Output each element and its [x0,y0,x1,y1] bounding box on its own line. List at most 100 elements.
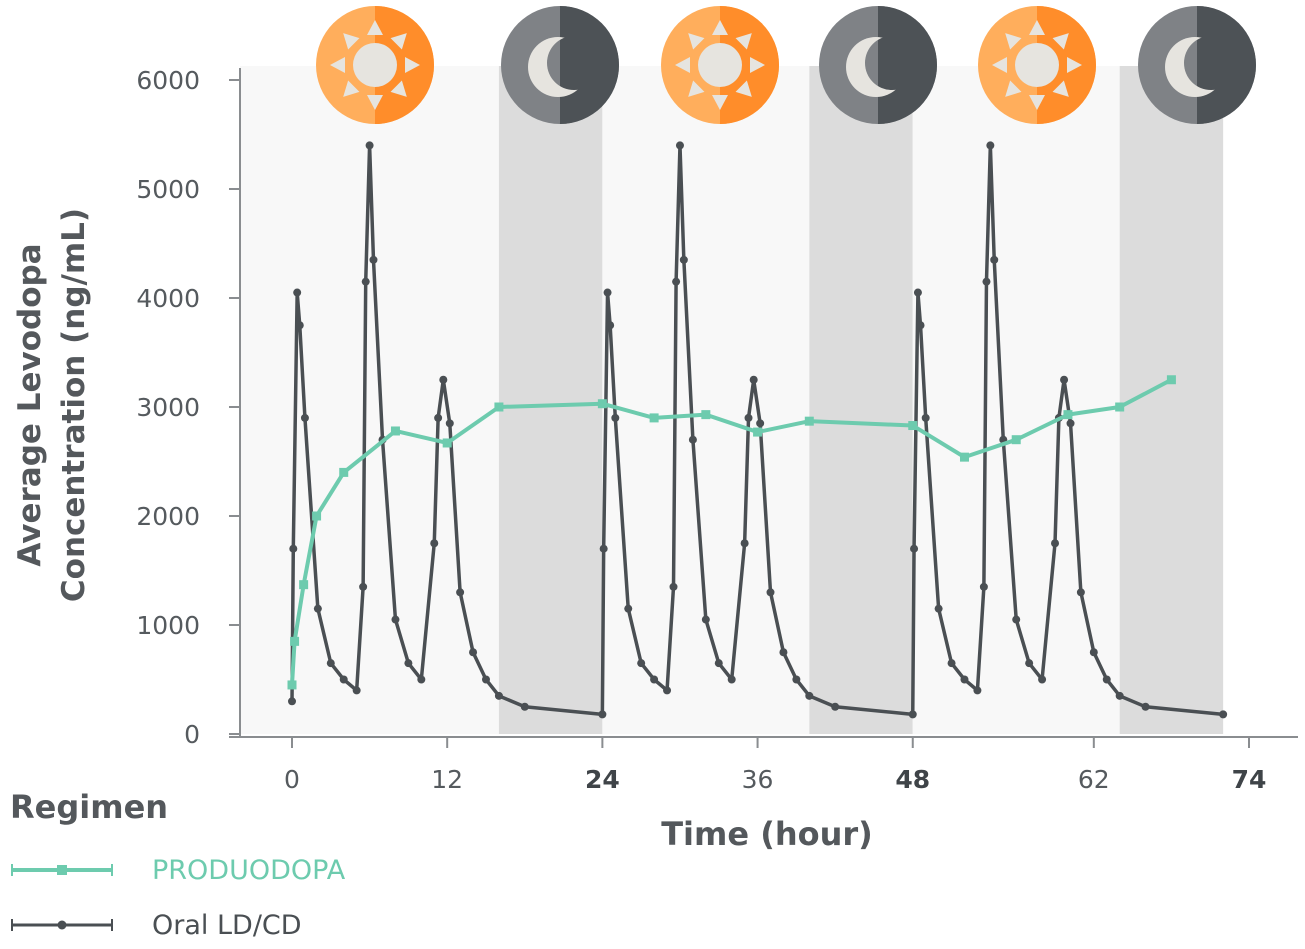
point-oral [603,288,612,297]
point-oral [679,255,688,264]
point-produodopa [908,421,918,431]
x-tick-label: 74 [1232,765,1267,794]
point-produodopa [299,580,309,590]
x-tick-label: 62 [1078,765,1110,794]
point-oral [300,413,309,422]
point-oral [598,710,607,719]
legend-item-produodopa: PRODUODOPA [10,850,345,890]
y-tick-label: 0 [184,720,200,749]
point-oral [359,582,368,591]
point-oral [520,702,529,711]
point-produodopa [312,511,322,521]
point-oral [611,413,620,422]
point-produodopa [339,467,349,477]
legend-label-oral: Oral LD/CD [152,909,302,941]
moon-icon [501,6,619,124]
point-oral [990,255,999,264]
axes: 0 1000 2000 3000 4000 5000 6000 0 12 24 36 48 62 74 [136,66,1298,794]
point-produodopa [959,452,969,462]
point-oral [947,659,956,668]
point-oral [339,675,348,684]
point-oral [672,277,681,286]
point-oral [288,697,296,706]
point-produodopa [494,402,504,412]
point-oral [921,413,930,422]
point-oral [439,375,448,384]
point-oral [744,413,753,422]
point-oral [650,675,659,684]
point-oral [606,321,615,330]
y-tick-label: 1000 [136,611,200,640]
point-oral [934,604,943,613]
moon-icon [819,6,937,124]
series-produodopa [287,375,1176,690]
point-oral [417,675,426,684]
point-oral [434,413,443,422]
point-oral [1141,702,1150,711]
point-oral [1038,675,1047,684]
point-oral [456,588,465,597]
y-tick-label: 5000 [136,175,200,204]
point-produodopa [1063,410,1073,420]
point-oral [779,648,788,657]
point-oral [727,675,736,684]
series-layer [287,141,1228,719]
point-oral [295,321,304,330]
legend-item-oral: Oral LD/CD [10,905,302,945]
point-oral [391,615,400,624]
x-tick-label: 12 [431,765,463,794]
point-oral [430,539,439,548]
point-oral [688,435,697,444]
point-produodopa [701,410,711,420]
point-produodopa [753,427,763,437]
point-oral [910,544,919,553]
point-oral [1102,675,1111,684]
point-produodopa [804,416,814,426]
point-produodopa [1115,402,1125,412]
point-oral [1025,659,1034,668]
point-oral [979,582,988,591]
point-produodopa [597,399,607,409]
point-oral [293,288,302,297]
point-oral [973,686,982,695]
point-oral [960,675,969,684]
point-produodopa [290,636,300,646]
point-produodopa [390,426,400,436]
point-oral [701,615,710,624]
point-oral [766,588,775,597]
point-oral [445,419,454,428]
night-band-3 [809,66,913,734]
night-band-1 [498,66,603,734]
point-oral [1089,648,1098,657]
legend-swatch-produodopa [11,864,113,876]
point-produodopa [1166,375,1176,385]
point-oral [831,702,840,711]
y-tick-label: 4000 [136,284,200,313]
y-tick-label: 3000 [136,393,200,422]
point-oral [599,544,608,553]
point-oral [369,255,378,264]
point-oral [663,686,672,695]
point-oral [352,686,361,695]
x-tick-label: 36 [742,765,774,794]
legend-swatch-oral [11,919,113,931]
point-oral [481,675,490,684]
point-oral [1060,375,1069,384]
point-oral [365,141,374,150]
y-axis-title-line2: Concentration (ng/mL) [56,208,92,602]
y-tick-label: 2000 [136,502,200,531]
point-oral [675,141,684,150]
point-produodopa [649,413,659,423]
legend-label-produodopa: PRODUODOPA [152,854,346,886]
point-oral [313,604,322,613]
point-oral [756,419,765,428]
legend-title: Regimen [10,788,169,826]
point-oral [1219,710,1228,719]
sun-icon [978,6,1096,124]
point-oral [749,375,758,384]
x-axis-title: Time (hour) [661,815,873,853]
point-oral [326,659,335,668]
point-oral [805,691,814,700]
x-tick-label: 48 [895,765,930,794]
